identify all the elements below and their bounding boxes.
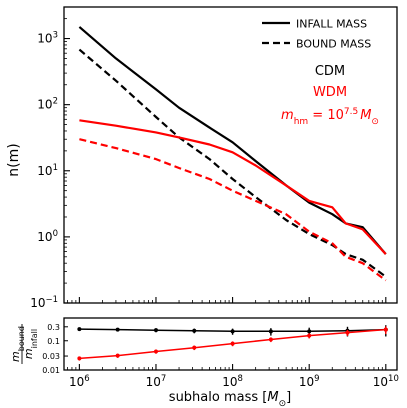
point-wdm-ratio — [153, 349, 158, 354]
series-line-wdm-infall — [79, 119, 387, 255]
point-wdm-ratio — [383, 327, 388, 332]
xlabel: subhalo mass [M⊙] — [169, 390, 291, 408]
series-line-cdm-infall — [78, 26, 387, 255]
top-panel-ticks: 10−1 100 101 102 103 — [30, 6, 387, 310]
bottom-xtick-label-3: 109 — [299, 374, 320, 389]
point-cdm-ratio — [192, 328, 197, 333]
top-ylabel: n(m) — [6, 143, 22, 176]
svg-text:minfall: minfall — [22, 329, 39, 359]
annotation-mhm: mhm = 107.5 M⊙ — [281, 107, 379, 127]
bottom-panel-frame — [63, 317, 398, 371]
point-wdm-ratio — [307, 333, 312, 338]
top-panel-marks — [78, 26, 387, 282]
point-wdm-ratio — [268, 337, 273, 342]
top-panel-frame — [63, 6, 398, 304]
annotation-cdm: CDM — [315, 64, 345, 79]
legend-label-infall: INFALL MASS — [296, 18, 367, 31]
bottom-xtick-label-1: 107 — [146, 374, 167, 389]
bottom-panel-ticks: 106 107 108 109 1010 0.01 0.03 0.1 0.3 — [42, 323, 399, 389]
svg-text:mbound: mbound — [9, 326, 26, 362]
point-wdm-ratio — [192, 345, 197, 350]
top-ytick-label-0: 10−1 — [30, 295, 58, 310]
bottom-xtick-label-0: 106 — [69, 374, 90, 389]
series-line-wdm-bound — [79, 138, 387, 282]
point-cdm-ratio — [77, 327, 82, 332]
point-cdm-ratio — [230, 329, 235, 334]
point-wdm-ratio — [77, 356, 82, 361]
point-cdm-ratio — [115, 327, 120, 332]
point-wdm-ratio — [345, 330, 350, 335]
top-ytick-label-2: 101 — [37, 163, 58, 178]
bottom-xtick-label-2: 108 — [222, 374, 243, 389]
point-cdm-ratio — [153, 328, 158, 333]
legend-label-bound: BOUND MASS — [296, 38, 371, 51]
top-ytick-label-3: 102 — [37, 97, 58, 112]
bottom-ytick-label-3: 0.3 — [47, 323, 60, 332]
point-cdm-ratio — [307, 329, 312, 334]
point-cdm-ratio — [268, 329, 273, 334]
bottom-ytick-label-2: 0.1 — [47, 337, 60, 346]
bottom-xtick-label-4: 1010 — [373, 374, 399, 389]
series-line-cdm-bound — [78, 48, 387, 278]
bottom-ytick-label-1: 0.03 — [42, 352, 60, 361]
legend: INFALL MASS BOUND MASS — [262, 18, 371, 51]
bottom-ytick-label-0: 0.01 — [42, 366, 60, 375]
point-wdm-ratio — [230, 341, 235, 346]
top-ytick-label-4: 103 — [37, 31, 58, 46]
point-wdm-ratio — [115, 353, 120, 358]
top-ytick-label-1: 100 — [37, 229, 58, 244]
annotation-wdm: WDM — [313, 85, 347, 100]
bottom-panel-marks — [77, 325, 388, 361]
bottom-ylabel: mbound minfall — [9, 324, 39, 364]
